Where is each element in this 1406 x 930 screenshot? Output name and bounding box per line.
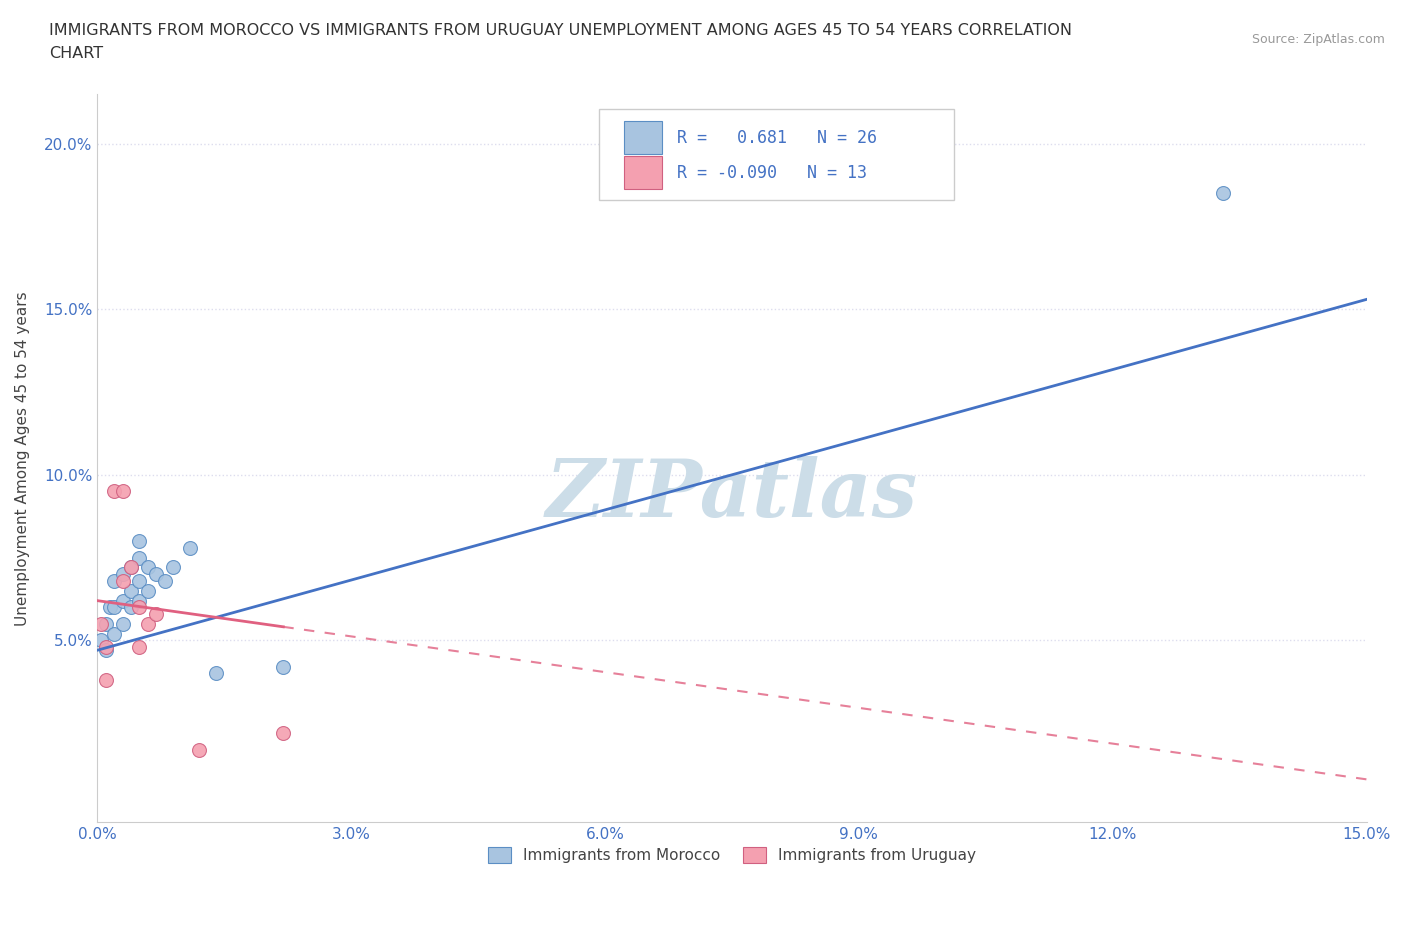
Point xyxy=(94,617,117,631)
Point xyxy=(128,551,150,565)
Point xyxy=(128,600,150,615)
FancyBboxPatch shape xyxy=(624,156,662,189)
Point xyxy=(103,600,125,615)
Point xyxy=(204,666,226,681)
Point xyxy=(111,573,134,588)
Point xyxy=(120,560,142,575)
Point xyxy=(120,600,142,615)
Point xyxy=(103,573,125,588)
Point xyxy=(162,560,184,575)
Point xyxy=(111,484,134,498)
Point xyxy=(94,643,117,658)
Point xyxy=(136,583,159,598)
Point xyxy=(128,534,150,549)
Point xyxy=(98,600,121,615)
Y-axis label: Unemployment Among Ages 45 to 54 years: Unemployment Among Ages 45 to 54 years xyxy=(15,291,30,626)
Text: ZIPatlas: ZIPatlas xyxy=(546,456,918,534)
Point xyxy=(273,725,295,740)
Point xyxy=(187,742,209,757)
Text: IMMIGRANTS FROM MOROCCO VS IMMIGRANTS FROM URUGUAY UNEMPLOYMENT AMONG AGES 45 TO: IMMIGRANTS FROM MOROCCO VS IMMIGRANTS FR… xyxy=(49,23,1073,38)
FancyBboxPatch shape xyxy=(599,109,955,200)
Point xyxy=(94,640,117,655)
Point xyxy=(111,617,134,631)
Point xyxy=(153,573,176,588)
Point xyxy=(273,659,295,674)
FancyBboxPatch shape xyxy=(624,121,662,154)
Point xyxy=(145,566,167,581)
Point xyxy=(103,484,125,498)
Point xyxy=(1212,186,1234,201)
Text: R = -0.090   N = 13: R = -0.090 N = 13 xyxy=(678,164,868,181)
Point xyxy=(128,640,150,655)
Point xyxy=(111,593,134,608)
Text: R =   0.681   N = 26: R = 0.681 N = 26 xyxy=(678,128,877,147)
Point xyxy=(128,593,150,608)
Point xyxy=(94,672,117,687)
Text: Source: ZipAtlas.com: Source: ZipAtlas.com xyxy=(1251,33,1385,46)
Point xyxy=(103,626,125,641)
Text: CHART: CHART xyxy=(49,46,103,61)
Point xyxy=(120,583,142,598)
Point xyxy=(128,573,150,588)
Point xyxy=(90,633,112,648)
Point xyxy=(145,606,167,621)
Point xyxy=(136,560,159,575)
Legend: Immigrants from Morocco, Immigrants from Uruguay: Immigrants from Morocco, Immigrants from… xyxy=(482,842,983,870)
Point xyxy=(179,540,201,555)
Point xyxy=(120,560,142,575)
Point xyxy=(111,566,134,581)
Point xyxy=(136,617,159,631)
Point xyxy=(90,617,112,631)
